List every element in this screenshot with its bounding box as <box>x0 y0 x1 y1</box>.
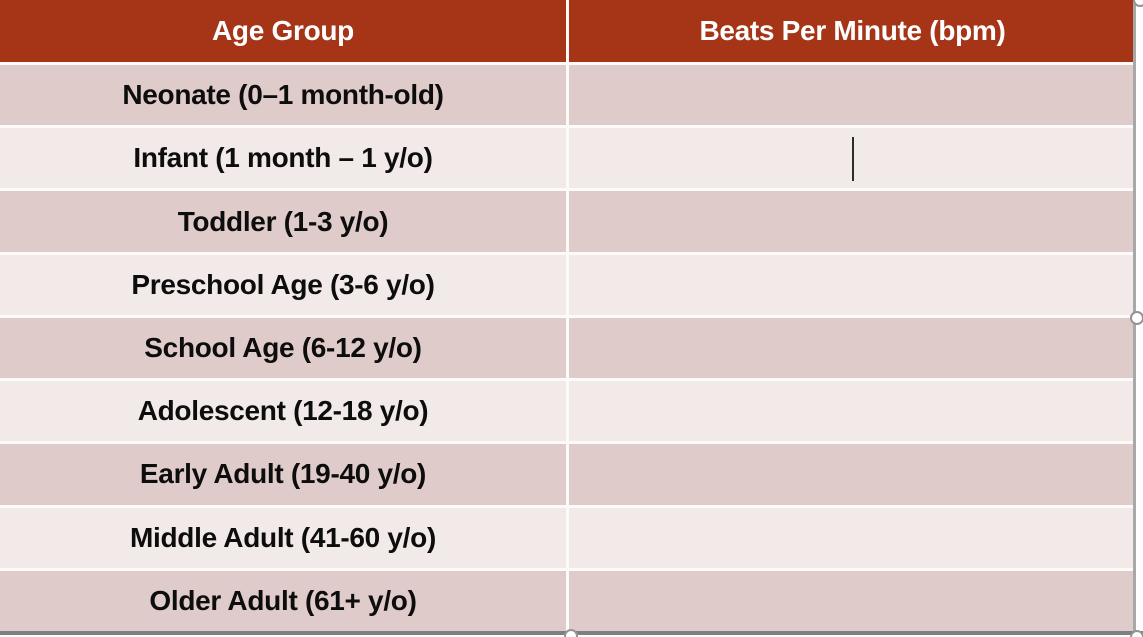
cell-bpm-neonate[interactable] <box>569 65 1136 126</box>
cell-age-school[interactable]: School Age (6-12 y/o) <box>0 317 566 379</box>
cell-bpm-toddler[interactable] <box>569 191 1136 252</box>
cell-age-older-adult[interactable]: Older Adult (61+ y/o) <box>0 570 566 631</box>
cell-bpm-older-adult[interactable] <box>569 570 1136 631</box>
cell-age-middle-adult[interactable]: Middle Adult (41-60 y/o) <box>0 507 566 568</box>
cell-age-neonate[interactable]: Neonate (0–1 month-old) <box>0 65 566 126</box>
column-header-bpm[interactable]: Beats Per Minute (bpm) <box>569 0 1136 62</box>
cell-age-preschool[interactable]: Preschool Age (3-6 y/o) <box>0 254 566 315</box>
text-cursor <box>852 137 854 181</box>
cell-age-toddler[interactable]: Toddler (1-3 y/o) <box>0 191 566 252</box>
cell-age-infant[interactable]: Infant (1 month – 1 y/o) <box>0 128 566 189</box>
resize-handle-bottom-center[interactable] <box>564 629 578 637</box>
cell-age-early-adult[interactable]: Early Adult (19-40 y/o) <box>0 444 566 505</box>
cell-age-adolescent[interactable]: Adolescent (12-18 y/o) <box>0 381 566 442</box>
resize-handle-right-middle[interactable] <box>1130 311 1143 325</box>
resize-handle-bottom-right[interactable] <box>1130 630 1143 637</box>
cell-bpm-middle-adult[interactable] <box>569 507 1136 568</box>
cell-bpm-adolescent[interactable] <box>569 381 1136 442</box>
cell-bpm-early-adult[interactable] <box>569 444 1136 505</box>
resize-handle-top-right[interactable] <box>1133 0 1143 7</box>
column-header-age-group[interactable]: Age Group <box>0 0 566 62</box>
cell-bpm-school[interactable] <box>569 317 1136 379</box>
cell-bpm-preschool[interactable] <box>569 254 1136 315</box>
